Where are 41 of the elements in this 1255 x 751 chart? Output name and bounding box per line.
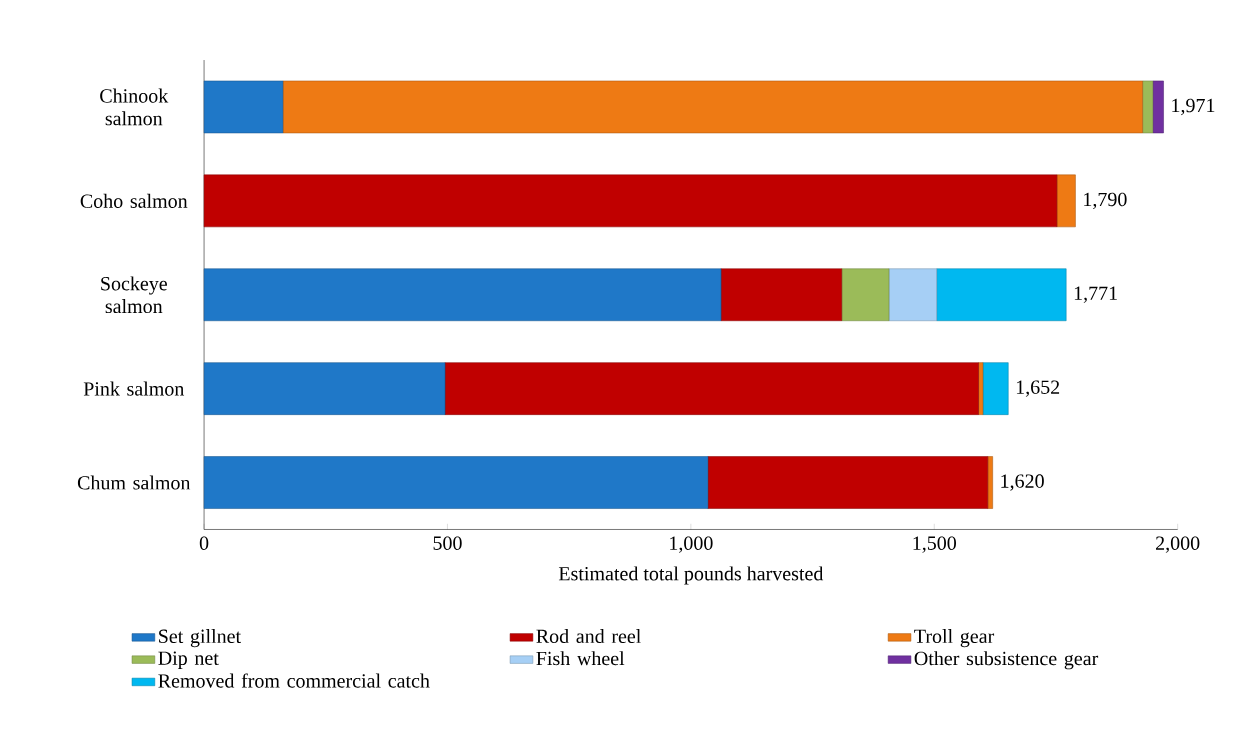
- bar: [203, 268, 722, 322]
- total-label: 1,771: [1074, 286, 1117, 303]
- bar: [841, 268, 890, 322]
- x-tick-label: 0: [199, 536, 209, 550]
- x-tick-label: 1,500: [913, 536, 956, 553]
- y-tick-label: Chum salmon: [77, 475, 191, 490]
- bar: [1142, 80, 1154, 134]
- x-tick-label: 2,000: [1156, 536, 1200, 553]
- bar: [978, 362, 984, 415]
- bar: [720, 268, 843, 322]
- legend-label: Troll gear: [914, 629, 995, 648]
- bar: [707, 456, 989, 509]
- y-tick-label: Sockeye salmon: [101, 276, 167, 314]
- bar: [1152, 80, 1164, 134]
- legend-label: Other subsistence gear: [914, 651, 1099, 670]
- bar: [987, 456, 993, 509]
- legend-label: Dip net: [158, 651, 219, 670]
- bar: [203, 362, 446, 415]
- y-tick-label: Chinook salmon: [100, 88, 169, 126]
- legend-label: Fish wheel: [536, 651, 625, 666]
- bar: [203, 80, 284, 134]
- x-tick-label: 1,000: [670, 536, 713, 553]
- total-label: 1,790: [1084, 192, 1127, 210]
- bar: [1056, 174, 1076, 228]
- bar: [444, 362, 979, 415]
- x-tick-label: 500: [433, 536, 462, 550]
- bar: [936, 268, 1067, 322]
- legend-label: Rod and reel: [536, 629, 641, 644]
- bar: [888, 268, 937, 322]
- total-label: 1,971: [1172, 98, 1215, 116]
- legend-label: Set gillnet: [159, 629, 241, 648]
- x-axis-title: Estimated total pounds harvested: [558, 566, 824, 585]
- total-label: 1,620: [1001, 474, 1044, 491]
- bar: [203, 174, 1058, 228]
- total-label: 1,652: [1016, 380, 1060, 397]
- bar: [982, 362, 1009, 415]
- y-tick-label: Coho salmon: [80, 193, 188, 208]
- bar: [203, 456, 709, 509]
- bar: [282, 80, 1143, 134]
- y-tick-label: Pink salmon: [83, 381, 185, 396]
- legend-label: Removed from commercial catch: [158, 673, 430, 688]
